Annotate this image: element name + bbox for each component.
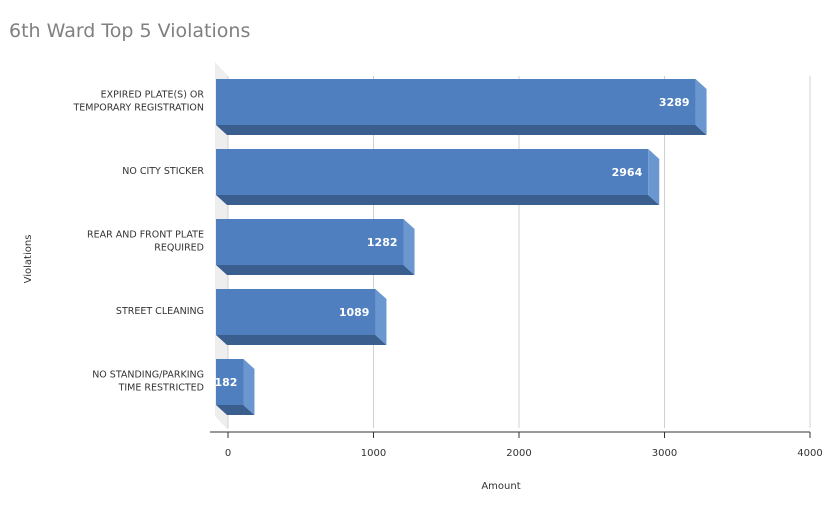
bar-bottom — [216, 265, 415, 275]
category-label: STREET CLEANING — [116, 306, 204, 317]
bar-value-label: 2964 — [612, 166, 643, 179]
y-axis-title: Violations — [23, 235, 34, 284]
bar-bottom — [216, 335, 387, 345]
bar-front — [216, 149, 649, 195]
category-label: EXPIRED PLATE(S) OR TEMPORARY REGISTRATIO… — [72, 90, 204, 114]
bar: 3289 — [216, 79, 707, 135]
bar-side — [403, 219, 415, 275]
bar-front — [216, 79, 696, 125]
category-label: NO STANDING/PARKING TIME RESTRICTED — [92, 370, 204, 394]
bar: 1089 — [216, 289, 387, 345]
bar-bottom — [216, 125, 707, 135]
bar-side — [375, 289, 387, 345]
bar-value-label: 182 — [215, 376, 238, 389]
bar-side — [648, 149, 660, 205]
x-tick-label: 0 — [225, 448, 231, 459]
category-label: REAR AND FRONT PLATE REQUIRED — [87, 230, 204, 254]
bar: 2964 — [216, 149, 660, 205]
bar-front — [216, 219, 404, 265]
x-tick-label: 4000 — [797, 448, 822, 459]
bar-front — [216, 289, 376, 335]
bars: 3289 2964 1282 1089 182 — [215, 79, 707, 415]
bar-value-label: 1282 — [367, 236, 398, 249]
bar-side — [243, 359, 255, 415]
x-tick-label: 3000 — [652, 448, 677, 459]
bar: 182 — [215, 359, 255, 415]
bar-bottom — [216, 195, 660, 205]
x-tick-label: 1000 — [361, 448, 386, 459]
category-labels: EXPIRED PLATE(S) OR TEMPORARY REGISTRATIO… — [72, 90, 204, 394]
bar-side — [695, 79, 707, 135]
bar-value-label: 3289 — [659, 96, 690, 109]
bar-value-label: 1089 — [339, 306, 370, 319]
category-label: NO CITY STICKER — [122, 166, 204, 177]
bar: 1282 — [216, 219, 415, 275]
x-tick-label: 2000 — [506, 448, 531, 459]
chart-title: 6th Ward Top 5 Violations — [9, 20, 251, 42]
bar-front — [216, 359, 244, 405]
x-axis: 0 1000 2000 3000 4000 — [210, 431, 823, 459]
x-axis-title: Amount — [481, 481, 520, 492]
bar-bottom — [216, 405, 255, 415]
